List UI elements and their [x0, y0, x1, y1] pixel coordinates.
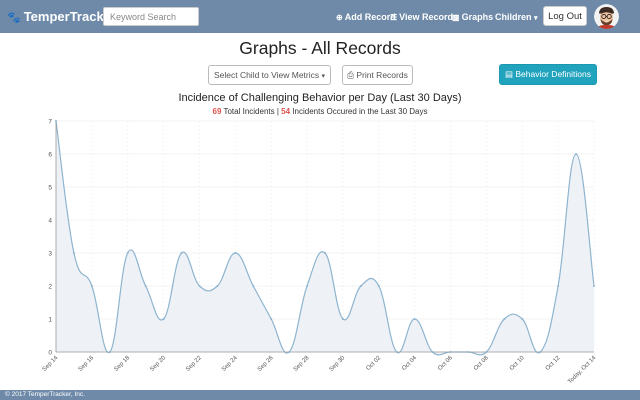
nav-children-dropdown[interactable]: Children ▾: [495, 12, 538, 22]
plus-circle-icon: ⊕: [336, 13, 343, 22]
brand-logo[interactable]: 🐾 TemperTracker: [7, 9, 116, 24]
print-icon: ⎙: [347, 69, 354, 80]
series-area-fill: [56, 121, 594, 355]
x-tick-label: Sep 24: [221, 355, 239, 373]
book-icon: ▤: [504, 69, 514, 79]
data-point: [557, 285, 560, 287]
behavior-definitions-button[interactable]: ▤ Behavior Definitions: [499, 64, 597, 85]
page-title: Graphs - All Records: [239, 38, 401, 58]
data-point: [467, 351, 470, 353]
data-point: [216, 285, 219, 287]
chart-subtitle: 69 Total Incidents | 54 Incidents Occure…: [212, 107, 428, 116]
recent-incidents-text: Incidents Occured in the Last 30 Days: [292, 107, 428, 116]
data-point: [377, 285, 380, 287]
data-point: [144, 285, 147, 287]
data-point: [324, 252, 326, 254]
data-point: [90, 285, 93, 287]
data-point: [575, 153, 578, 155]
keyword-search-input[interactable]: [103, 7, 199, 26]
x-tick-label: Sep 20: [149, 355, 167, 373]
data-point: [503, 318, 506, 320]
total-incidents-count: 69: [212, 107, 222, 116]
logout-button[interactable]: Log Out: [543, 6, 587, 26]
x-tick-label: Sep 28: [293, 355, 311, 373]
y-tick-label: 7: [48, 119, 52, 126]
navbar: 🐾TemperTracker ⊕Add Record ☰View Records…: [0, 0, 640, 33]
print-records-button[interactable]: ⎙ Print Records: [342, 65, 413, 85]
data-point: [521, 318, 524, 320]
print-records-label: Print Records: [356, 69, 408, 80]
data-point: [306, 285, 309, 287]
avatar[interactable]: [594, 4, 619, 29]
nav-view-records[interactable]: ☰ View Records: [390, 12, 458, 22]
x-tick-label: Oct 10: [509, 355, 526, 372]
behavior-definitions-label: Behavior Definitions: [515, 69, 591, 79]
data-point: [198, 285, 201, 287]
x-tick-label: Oct 02: [365, 355, 382, 372]
data-point: [288, 351, 291, 353]
data-point: [413, 318, 416, 320]
select-child-label: Select Child to View Metrics: [213, 70, 320, 80]
caret-down-icon: ▾: [534, 15, 538, 22]
data-point: [126, 252, 129, 254]
x-tick-label: Sep 18: [113, 355, 131, 373]
nav-children-label: Children: [495, 12, 532, 22]
total-incidents-text: Total Incidents: [223, 107, 275, 116]
x-tick-label: Oct 06: [437, 355, 454, 372]
y-tick-label: 3: [48, 251, 52, 258]
recent-incidents-count: 54: [281, 107, 291, 116]
select-child-dropdown[interactable]: Select Child to View Metrics ▾: [208, 65, 331, 85]
caret-down-icon: ▾: [321, 73, 326, 80]
x-tick-label: Oct 12: [545, 355, 562, 372]
y-tick-label: 0: [48, 350, 52, 357]
y-tick-label: 6: [48, 152, 52, 159]
nav-view-records-label: View Records: [399, 12, 459, 22]
x-tick-label: Oct 04: [401, 355, 418, 372]
x-tick-label: Sep 30: [329, 355, 347, 373]
data-point: [431, 351, 434, 353]
data-point: [485, 351, 488, 353]
data-point: [72, 252, 75, 254]
data-point: [270, 318, 273, 320]
list-icon: ☰: [390, 13, 398, 22]
x-tick-label: Oct 08: [473, 355, 490, 372]
y-tick-label: 4: [48, 218, 52, 225]
data-point: [180, 252, 183, 254]
nav-graphs[interactable]: ▥ Graphs: [452, 12, 493, 22]
data-point: [108, 351, 111, 353]
nav-add-record-label: Add Record: [344, 12, 396, 22]
nav-add-record[interactable]: ⊕ Add Record: [336, 12, 396, 22]
nav-graphs-label: Graphs: [461, 12, 494, 22]
data-point: [234, 252, 237, 254]
y-tick-label: 5: [48, 185, 52, 192]
chart-title: Incidence of Challenging Behavior per Da…: [178, 92, 462, 104]
data-point: [359, 285, 362, 287]
x-tick-label: Sep 16: [78, 355, 96, 373]
data-point: [55, 120, 57, 122]
data-point: [449, 351, 452, 353]
x-tick-label: Sep 14: [42, 355, 60, 373]
x-tick-label: Sep 22: [185, 355, 203, 373]
paw-icon: 🐾: [7, 12, 21, 24]
incidents-area-chart: 0 1 2 3 4 5 6 7 Sep 14 Sep 16 Sep 18 Sep 20 Sep 22 Se…: [42, 119, 598, 386]
x-tick-label: Today, Oct 14: [567, 355, 598, 386]
data-point: [162, 318, 165, 320]
y-tick-label: 2: [48, 284, 52, 291]
footer-copyright: © 2017 TemperTracker, Inc.: [5, 391, 85, 398]
data-point: [593, 285, 595, 287]
data-point: [341, 318, 344, 320]
data-point: [539, 351, 542, 353]
x-tick-label: Sep 26: [257, 355, 275, 373]
y-tick-label: 1: [48, 317, 52, 324]
data-point: [395, 351, 398, 353]
brand-name: TemperTracker: [23, 9, 116, 24]
footer: © 2017 TemperTracker, Inc.: [0, 390, 640, 400]
bar-chart-icon: ▥: [452, 13, 460, 22]
data-point: [252, 285, 255, 287]
